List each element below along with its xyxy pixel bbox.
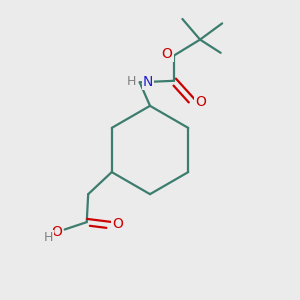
Text: O: O <box>51 225 62 239</box>
Text: H: H <box>127 75 136 88</box>
Text: N: N <box>143 75 153 89</box>
Text: O: O <box>196 95 206 109</box>
Text: O: O <box>112 217 123 231</box>
Text: O: O <box>162 47 172 61</box>
Text: H: H <box>44 231 53 244</box>
